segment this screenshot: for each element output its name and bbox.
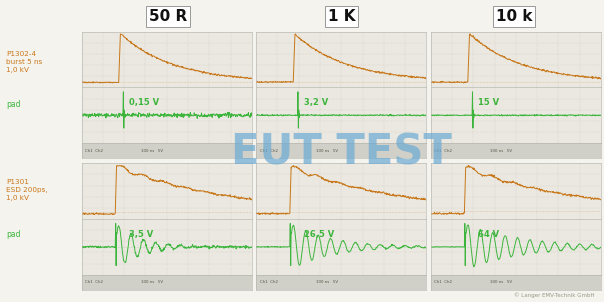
Text: 100 ns   5V: 100 ns 5V — [141, 149, 163, 153]
Text: 0,15 V: 0,15 V — [129, 98, 159, 107]
Text: 100 ns   5V: 100 ns 5V — [316, 149, 338, 153]
Text: 50 R: 50 R — [149, 9, 187, 24]
Text: 26,5 V: 26,5 V — [304, 230, 334, 239]
Text: 15 V: 15 V — [478, 98, 500, 107]
Text: Ch1  Ch2: Ch1 Ch2 — [434, 149, 452, 153]
Text: 100 ns   5V: 100 ns 5V — [490, 280, 512, 284]
Text: Ch1  Ch2: Ch1 Ch2 — [85, 280, 103, 284]
Text: pad: pad — [6, 100, 21, 109]
Text: P1301
ESD 200ps,
1,0 kV: P1301 ESD 200ps, 1,0 kV — [6, 179, 48, 201]
Text: 64 V: 64 V — [478, 230, 500, 239]
Text: 1 K: 1 K — [327, 9, 355, 24]
Text: Ch1  Ch2: Ch1 Ch2 — [434, 280, 452, 284]
Text: pad: pad — [6, 230, 21, 239]
Text: 10 k: 10 k — [496, 9, 533, 24]
Text: 100 ns   5V: 100 ns 5V — [490, 149, 512, 153]
Text: Ch1  Ch2: Ch1 Ch2 — [260, 280, 277, 284]
Text: 3,5 V: 3,5 V — [129, 230, 153, 239]
Text: 100 ns   5V: 100 ns 5V — [141, 280, 163, 284]
Text: Ch1  Ch2: Ch1 Ch2 — [260, 149, 277, 153]
Text: Ch1  Ch2: Ch1 Ch2 — [85, 149, 103, 153]
Text: P1302-4
burst 5 ns
1,0 kV: P1302-4 burst 5 ns 1,0 kV — [6, 51, 42, 73]
Text: 3,2 V: 3,2 V — [304, 98, 328, 107]
Text: © Langer EMV-Technik GmbH: © Langer EMV-Technik GmbH — [515, 293, 595, 298]
Text: EUT TEST: EUT TEST — [231, 131, 452, 174]
Text: 100 ns   5V: 100 ns 5V — [316, 280, 338, 284]
